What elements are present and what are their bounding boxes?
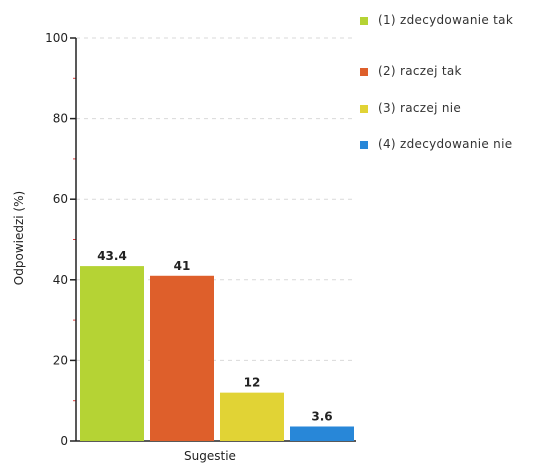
y-tick-label-0: 0: [60, 434, 68, 448]
legend-label-2: (2) raczej tak: [378, 64, 462, 78]
bar-3: [220, 392, 284, 441]
bar-value-label-4: 3.6: [311, 409, 332, 423]
legend-swatch-2: [360, 68, 368, 76]
legend-item-2: (2) raczej tak: [356, 65, 536, 78]
bar-2: [150, 275, 214, 441]
legend-label-1: (1) zdecydowanie tak: [378, 13, 514, 27]
legend-item-3: (3) raczej nie: [356, 102, 536, 115]
legend-swatch-1: [360, 17, 368, 25]
legend-label-3: (3) raczej nie: [378, 101, 462, 115]
y-tick-label-80: 80: [53, 112, 68, 126]
bar-1: [80, 266, 144, 441]
legend-label-4: (4) zdecydowanie nie: [378, 137, 513, 151]
y-tick-label-100: 100: [45, 31, 68, 45]
x-axis-label: Sugestie: [184, 449, 236, 463]
bar-4: [290, 426, 354, 441]
bar-value-label-3: 12: [244, 376, 261, 390]
y-axis-label: Odpowiedzi (%): [12, 191, 26, 285]
y-tick-label-20: 20: [53, 353, 68, 367]
y-tick-label-40: 40: [53, 273, 68, 287]
legend-item-1: (1) zdecydowanie tak: [356, 14, 536, 27]
bar-value-label-2: 41: [174, 259, 191, 273]
y-tick-label-60: 60: [53, 192, 68, 206]
legend-swatch-3: [360, 105, 368, 113]
legend-swatch-4: [360, 141, 368, 149]
bar-value-label-1: 43.4: [97, 249, 127, 263]
legend-item-4: (4) zdecydowanie nie: [356, 138, 536, 151]
legend: (1) zdecydowanie tak (2) raczej tak (3) …: [356, 14, 536, 151]
